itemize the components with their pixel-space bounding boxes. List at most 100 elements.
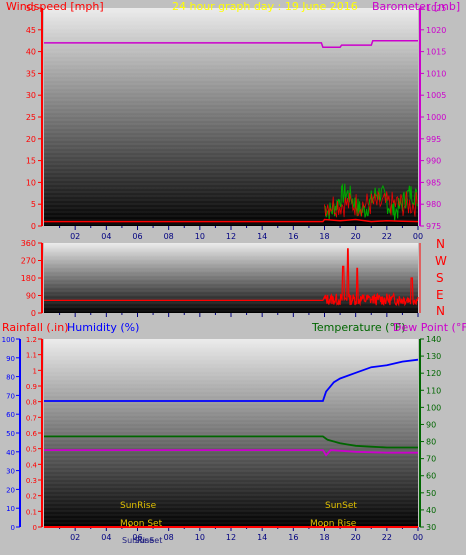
baro-tick-label: 1005 <box>426 91 446 100</box>
wind-tick-label: 45 <box>26 26 36 35</box>
rainfall-tick-label: 0 <box>33 524 37 532</box>
x-tick-label: 20 <box>351 533 361 542</box>
rainfall-axis-label: Rainfall (.in) <box>2 321 69 334</box>
humidity-tick-label: 70 <box>6 392 15 400</box>
x-tick-label: 16 <box>288 232 298 241</box>
rainfall-tick-label: 1.1 <box>26 352 37 360</box>
compass-s: S <box>436 271 444 285</box>
wind-tick-label: 5 <box>31 200 36 209</box>
humidity-tick-label: 20 <box>6 486 15 494</box>
x-tick-label: 00 <box>413 232 423 241</box>
x-tick-label: 16 <box>288 533 298 542</box>
temperature-tick-label: 130 <box>426 352 441 361</box>
rainfall-tick-label: 0.3 <box>26 477 37 485</box>
rainfall-tick-label: 0.1 <box>26 508 37 516</box>
compass-e: E <box>436 288 444 302</box>
temperature-tick-label: 40 <box>426 506 436 515</box>
baro-tick-label: 995 <box>426 135 441 144</box>
wind-gust-red-line <box>324 190 418 218</box>
direction-tick-label: 270 <box>21 257 36 266</box>
humidity-tick-label: 80 <box>6 374 15 382</box>
barometer-line <box>44 39 418 48</box>
wind-tick-label: 10 <box>26 178 36 187</box>
wind-tick-label: 15 <box>26 157 36 166</box>
dewpoint-axis-label: Dew Point (°F) <box>393 321 466 334</box>
x-tick-label: 06 <box>132 533 142 542</box>
rainfall-tick-label: 0.2 <box>26 493 37 501</box>
humidity-tick-label: 40 <box>6 449 15 457</box>
baro-tick-label: 980 <box>426 200 441 209</box>
x-tick-label: 12 <box>226 533 236 542</box>
wind-tick-label: 50 <box>26 4 36 13</box>
direction-tick-label: 360 <box>21 239 36 248</box>
baro-tick-label: 1025 <box>426 4 446 13</box>
wind-tick-label: 0 <box>31 222 36 231</box>
compass-n-top: N <box>436 237 445 251</box>
temperature-tick-label: 30 <box>426 523 436 532</box>
rainfall-tick-label: 1.2 <box>26 336 37 344</box>
temperature-tick-label: 90 <box>426 420 436 429</box>
direction-tick-label: 0 <box>31 309 36 318</box>
x-tick-label: 04 <box>101 533 111 542</box>
humidity-tick-label: 10 <box>6 505 15 513</box>
direction-tick-label: 180 <box>21 274 36 283</box>
sunrise-label: SunRise <box>120 501 157 511</box>
x-tick-label: 18 <box>319 232 329 241</box>
x-tick-label: 10 <box>195 533 205 542</box>
sunset-label: SunSet <box>325 501 357 511</box>
x-tick-label: 08 <box>164 533 174 542</box>
x-tick-label: 06 <box>132 232 142 241</box>
x-tick-label: 22 <box>382 232 392 241</box>
windspeed-axis-label: Windspeed [mph] <box>6 0 104 13</box>
moonrise-label: Moon Rise <box>310 519 357 529</box>
baro-tick-label: 1010 <box>426 69 446 78</box>
rainfall-tick-label: 0.7 <box>26 414 37 422</box>
humidity-line <box>44 358 419 402</box>
x-tick-label: 04 <box>101 232 111 241</box>
x-tick-label: 08 <box>164 232 174 241</box>
wind-tick-label: 40 <box>26 48 36 57</box>
panel-humidity-temp <box>44 339 418 527</box>
bottom-sunrise-label: SunRise <box>122 536 154 545</box>
bottom-sunset-label: SunSet <box>134 536 162 545</box>
temperature-tick-label: 50 <box>426 489 436 498</box>
wind-direction-line <box>44 248 419 307</box>
baro-tick-label: 1000 <box>426 113 446 122</box>
temperature-tick-label: 140 <box>426 335 441 344</box>
wind-tick-label: 30 <box>26 91 36 100</box>
baro-tick-label: 975 <box>426 222 441 231</box>
humidity-tick-label: 100 <box>2 336 15 344</box>
dewpoint-line <box>44 449 418 457</box>
wind-tick-label: 20 <box>26 135 36 144</box>
temperature-tick-label: 80 <box>426 438 436 447</box>
rainfall-tick-label: 0.8 <box>26 399 37 407</box>
humidity-axis-label: Humidity (%) <box>67 321 139 334</box>
wind-tick-label: 35 <box>26 69 36 78</box>
temperature-line <box>44 435 418 449</box>
x-tick-label: 02 <box>70 232 80 241</box>
windspeed-line <box>44 218 419 223</box>
compass-w: W <box>435 254 447 268</box>
compass-n-bottom: N <box>436 304 445 318</box>
panel-wind-baro <box>44 8 418 226</box>
baro-tick-label: 985 <box>426 178 441 187</box>
x-tick-label: 14 <box>257 533 267 542</box>
wind-tick-label: 25 <box>26 113 36 122</box>
x-tick-label: 14 <box>257 232 267 241</box>
x-tick-label: 12 <box>226 232 236 241</box>
chart-title: 24 hour graph day : 19 June 2016 <box>172 0 358 13</box>
x-tick-label: 22 <box>382 533 392 542</box>
temperature-axis-label: Temperature (°F) <box>311 321 406 334</box>
temperature-tick-label: 70 <box>426 455 436 464</box>
baro-tick-label: 1020 <box>426 26 446 35</box>
temperature-tick-label: 100 <box>426 403 441 412</box>
humidity-tick-label: 50 <box>6 430 15 438</box>
baro-tick-label: 990 <box>426 157 441 166</box>
temperature-tick-label: 60 <box>426 472 436 481</box>
humidity-tick-label: 90 <box>6 355 15 363</box>
rainfall-tick-label: 0.5 <box>26 446 37 454</box>
rainfall-tick-label: 0.6 <box>26 430 38 438</box>
barometer-axis-label: Barometer [mb] <box>372 0 460 13</box>
temperature-tick-label: 120 <box>426 369 441 378</box>
humidity-tick-label: 30 <box>6 468 15 476</box>
